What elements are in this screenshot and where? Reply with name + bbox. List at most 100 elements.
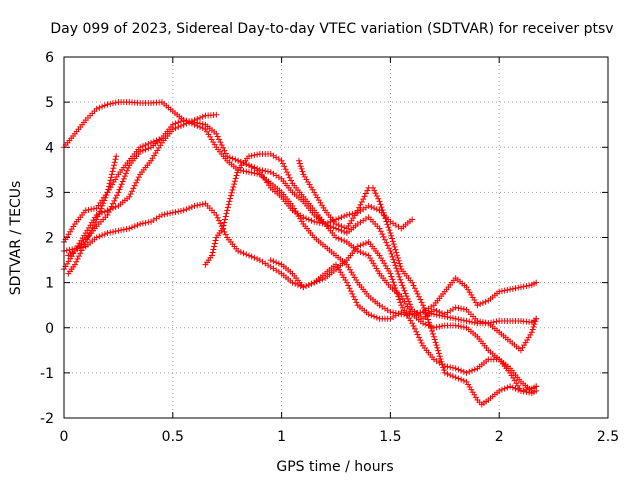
- data-point: [124, 167, 131, 174]
- data-point: [347, 288, 354, 295]
- data-point: [507, 383, 514, 390]
- data-point: [418, 339, 425, 346]
- data-point: [479, 299, 486, 306]
- data-point: [116, 186, 123, 193]
- y-tick-label: -1: [40, 366, 54, 382]
- data-point: [383, 239, 390, 246]
- data-point: [245, 169, 252, 176]
- data-point: [120, 175, 127, 182]
- data-point: [417, 309, 424, 316]
- data-point: [424, 316, 431, 323]
- data-point: [415, 334, 422, 341]
- data-point: [469, 319, 475, 326]
- data-point: [125, 165, 132, 172]
- data-point: [123, 170, 130, 177]
- data-point: [167, 210, 174, 217]
- data-point: [422, 321, 429, 328]
- data-point: [357, 242, 364, 249]
- data-point: [388, 232, 395, 239]
- data-point: [224, 204, 231, 211]
- data-point: [311, 279, 318, 286]
- data-point: [414, 310, 421, 317]
- data-point: [237, 167, 244, 174]
- y-tick-label: 4: [45, 140, 54, 156]
- data-point: [504, 384, 511, 391]
- data-point: [430, 333, 437, 340]
- data-point: [390, 256, 397, 263]
- data-point: [292, 280, 299, 287]
- data-point: [311, 218, 318, 225]
- data-point: [380, 233, 387, 240]
- data-point: [227, 192, 234, 199]
- data-point: [343, 279, 350, 286]
- data-point: [63, 247, 70, 254]
- data-point: [466, 368, 473, 375]
- data-point: [316, 219, 323, 226]
- data-point: [533, 383, 540, 390]
- data-point: [458, 305, 465, 312]
- data-point: [197, 120, 203, 127]
- data-point: [96, 104, 103, 111]
- series-track-1: [61, 99, 540, 327]
- data-point: [460, 377, 467, 384]
- data-point: [127, 191, 134, 198]
- data-point: [297, 163, 304, 170]
- data-point: [365, 202, 372, 209]
- data-point: [164, 210, 171, 217]
- data-point: [308, 280, 315, 287]
- series-track-5: [65, 153, 120, 277]
- data-point: [378, 204, 385, 211]
- data-point: [360, 250, 367, 257]
- data-point: [243, 161, 250, 168]
- data-point: [376, 225, 383, 232]
- data-point: [409, 216, 416, 223]
- data-point: [438, 358, 445, 365]
- data-point: [224, 153, 231, 160]
- data-point: [226, 154, 233, 161]
- data-point: [389, 276, 396, 283]
- data-point: [194, 202, 201, 209]
- data-point: [382, 215, 389, 222]
- data-point: [504, 286, 511, 293]
- data-point: [482, 298, 489, 305]
- data-point: [112, 204, 119, 211]
- data-point: [169, 126, 176, 133]
- data-point: [101, 231, 108, 238]
- data-point: [234, 169, 241, 176]
- data-point: [392, 284, 399, 291]
- data-point: [358, 198, 365, 205]
- data-point: [523, 386, 530, 393]
- data-point: [452, 374, 459, 381]
- data-point: [212, 237, 219, 244]
- data-point: [436, 353, 443, 360]
- data-point: [134, 176, 141, 183]
- data-point: [526, 386, 533, 393]
- data-point: [243, 168, 250, 175]
- data-point: [396, 260, 403, 267]
- data-point: [394, 290, 401, 297]
- data-point: [422, 307, 429, 314]
- data-point: [82, 207, 89, 214]
- data-point: [533, 315, 540, 322]
- data-point: [129, 224, 135, 231]
- data-point: [477, 318, 484, 325]
- data-point: [512, 385, 519, 392]
- data-point: [428, 328, 435, 335]
- data-point: [108, 203, 115, 210]
- data-point: [353, 299, 360, 306]
- data-point: [111, 197, 118, 204]
- data-point: [458, 367, 465, 374]
- data-point: [460, 324, 467, 331]
- data-point: [296, 160, 303, 167]
- data-point: [229, 186, 236, 193]
- data-point: [471, 366, 478, 373]
- data-point: [433, 342, 440, 349]
- data-point: [350, 293, 357, 300]
- data-point: [66, 246, 73, 253]
- data-point: [188, 204, 195, 211]
- data-point: [493, 318, 500, 325]
- data-point: [512, 285, 519, 292]
- data-point: [345, 282, 352, 289]
- data-point: [474, 317, 481, 324]
